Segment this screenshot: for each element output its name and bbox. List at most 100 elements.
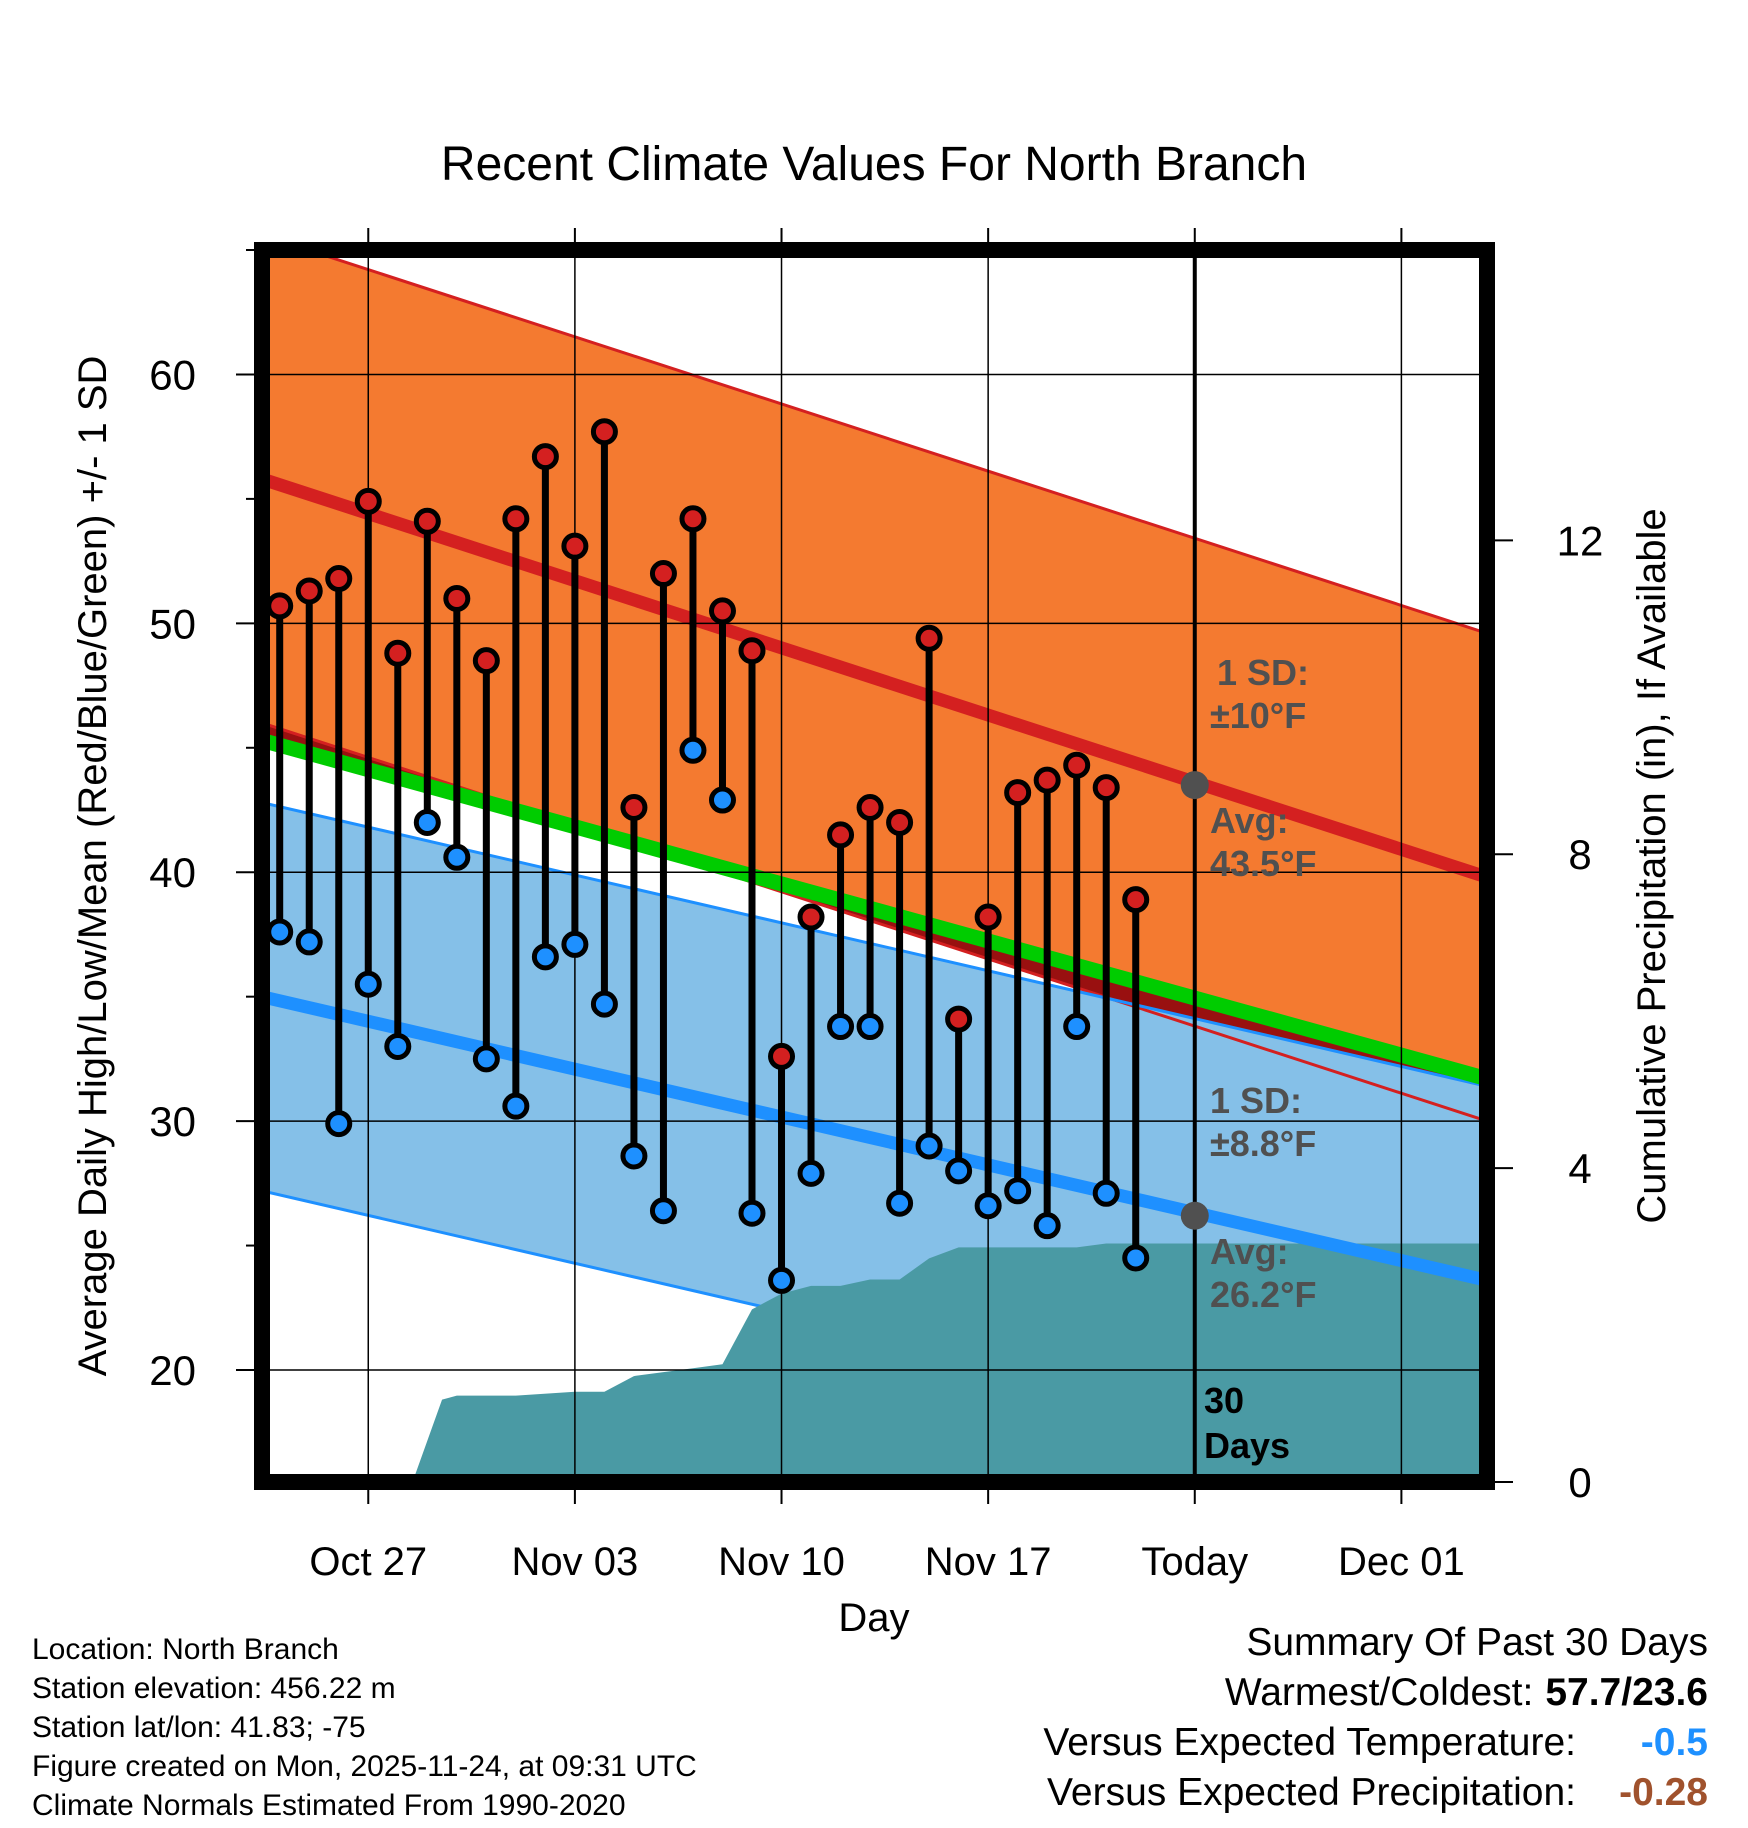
plot-content	[262, 250, 1487, 1482]
daily-high-point	[295, 577, 323, 605]
daily-high-point	[1004, 779, 1032, 807]
location-text: Location: North Branch	[32, 1633, 339, 1666]
low-avg-label: Avg:	[1210, 1231, 1289, 1272]
daily-high-point	[768, 1042, 796, 1070]
high-avg-label: Avg:	[1210, 800, 1289, 841]
y2-tick-label: 0	[1568, 1459, 1591, 1506]
daily-high-point	[502, 505, 530, 533]
daily-low-point	[1122, 1244, 1150, 1272]
daily-low-point	[886, 1189, 914, 1217]
daily-high-point	[679, 505, 707, 533]
x-axis-label: Day	[838, 1596, 909, 1640]
x-tick-label: Nov 10	[718, 1540, 845, 1584]
y2-axis-label: Cumulative Precipitation (in), If Availa…	[1630, 508, 1674, 1223]
daily-high-point	[1122, 886, 1150, 914]
precip-row: Versus Expected Precipitation: -0.28	[1043, 1768, 1708, 1818]
daily-low-point	[1092, 1179, 1120, 1207]
daily-high-point	[620, 794, 648, 822]
elevation-text: Station elevation: 456.22 m	[32, 1672, 396, 1705]
daily-high-point	[384, 639, 412, 667]
plot-frame	[254, 242, 1495, 1490]
daily-high-point	[708, 597, 736, 625]
daily-low-point	[561, 930, 589, 958]
station-info: Location: North Branch Station elevation…	[32, 1630, 697, 1825]
axes-layer: Oct 27 Nov 03 Nov 10 Nov 17 Today Dec 01 20 30 4…	[149, 228, 1603, 1584]
daily-low-point	[590, 990, 618, 1018]
high-sd-upper-line	[303, 250, 1487, 635]
annotations: 1 SD: ±10°F Avg: 43.5°F 1 SD: ±8.8°F Avg…	[1204, 652, 1316, 1466]
daily-low-point	[738, 1199, 766, 1227]
daily-high-point	[590, 418, 618, 446]
daily-low-point	[915, 1132, 943, 1160]
daily-low-point	[1033, 1212, 1061, 1240]
daily-high-point	[649, 560, 677, 588]
x-tick-label: Today	[1141, 1540, 1248, 1584]
warmest-label: Warmest/Coldest:	[1224, 1671, 1534, 1714]
low-avg-value: 26.2°F	[1210, 1274, 1316, 1315]
daily-high-point	[325, 565, 353, 593]
daily-low-point	[827, 1013, 855, 1041]
daily-high-point	[1092, 774, 1120, 802]
y2-tick-label: 8	[1568, 831, 1591, 878]
high-sd-label: 1 SD:	[1217, 652, 1309, 693]
daily-low-point	[708, 786, 736, 814]
y-tick-label: 50	[149, 600, 196, 647]
x-tick-label: Nov 03	[512, 1540, 639, 1584]
daily-high-point	[856, 794, 884, 822]
daily-low-point	[945, 1157, 973, 1185]
daily-low-point	[443, 843, 471, 871]
days-label-word: Days	[1204, 1425, 1290, 1466]
daily-low-point	[472, 1045, 500, 1073]
created-text: Figure created on Mon, 2025-11-24, at 09…	[32, 1750, 697, 1783]
y-tick-label: 60	[149, 351, 196, 398]
y-axis-label: Average Daily High/Low/Mean (Red/Blue/Gr…	[71, 356, 115, 1377]
temp-label: Versus Expected Temperature:	[1043, 1721, 1576, 1764]
precip-label: Versus Expected Precipitation:	[1047, 1771, 1576, 1814]
low-sd-value: ±8.8°F	[1210, 1123, 1316, 1164]
warmest-row: Warmest/Coldest: 57.7/23.6	[1043, 1668, 1708, 1718]
daily-high-point	[561, 532, 589, 560]
low-sd-label: 1 SD:	[1210, 1080, 1302, 1121]
high-sd-band	[262, 250, 1487, 1122]
summary-title: Summary Of Past 30 Days	[1246, 1621, 1708, 1664]
daily-high-point	[738, 637, 766, 665]
daily-low-point	[649, 1197, 677, 1225]
daily-high-point	[827, 821, 855, 849]
daily-low-point	[856, 1013, 884, 1041]
daily-high-point	[1063, 751, 1091, 779]
precip-value: -0.28	[1619, 1771, 1708, 1814]
high-avg-value: 43.5°F	[1210, 843, 1316, 884]
daily-low-point	[620, 1142, 648, 1170]
y-tick-label: 40	[149, 849, 196, 896]
daily-low-point	[679, 736, 707, 764]
daily-low-point	[295, 928, 323, 956]
warmest-value: 57.7/23.6	[1545, 1671, 1708, 1714]
daily-high-point	[472, 647, 500, 675]
today-avg-low-marker	[1180, 1201, 1209, 1230]
daily-low-point	[384, 1032, 412, 1060]
daily-low-point	[354, 970, 382, 998]
x-tick-label: Dec 01	[1338, 1540, 1465, 1584]
y2-tick-label: 4	[1568, 1145, 1591, 1192]
high-sd-value: ±10°F	[1210, 695, 1306, 736]
daily-low-point	[531, 943, 559, 971]
daily-low-point	[502, 1092, 530, 1120]
x-tick-label: Nov 17	[925, 1540, 1052, 1584]
daily-high-point	[531, 443, 559, 471]
daily-high-point	[1033, 766, 1061, 794]
precip-area	[412, 1243, 1487, 1482]
daily-high-point	[413, 507, 441, 535]
y-tick-label: 20	[149, 1347, 196, 1394]
temp-value: -0.5	[1640, 1721, 1708, 1764]
data-layer	[266, 250, 1209, 1482]
y-tick-label: 30	[149, 1098, 196, 1145]
avg-mean-line	[262, 733, 1487, 1087]
today-avg-high-marker	[1180, 771, 1209, 800]
daily-low-point	[413, 808, 441, 836]
days-label-number: 30	[1204, 1380, 1244, 1421]
daily-low-point	[768, 1266, 796, 1294]
latlon-text: Station lat/lon: 41.83; -75	[32, 1711, 366, 1744]
daily-low-point	[797, 1159, 825, 1187]
normals-text: Climate Normals Estimated From 1990-2020	[32, 1789, 626, 1822]
